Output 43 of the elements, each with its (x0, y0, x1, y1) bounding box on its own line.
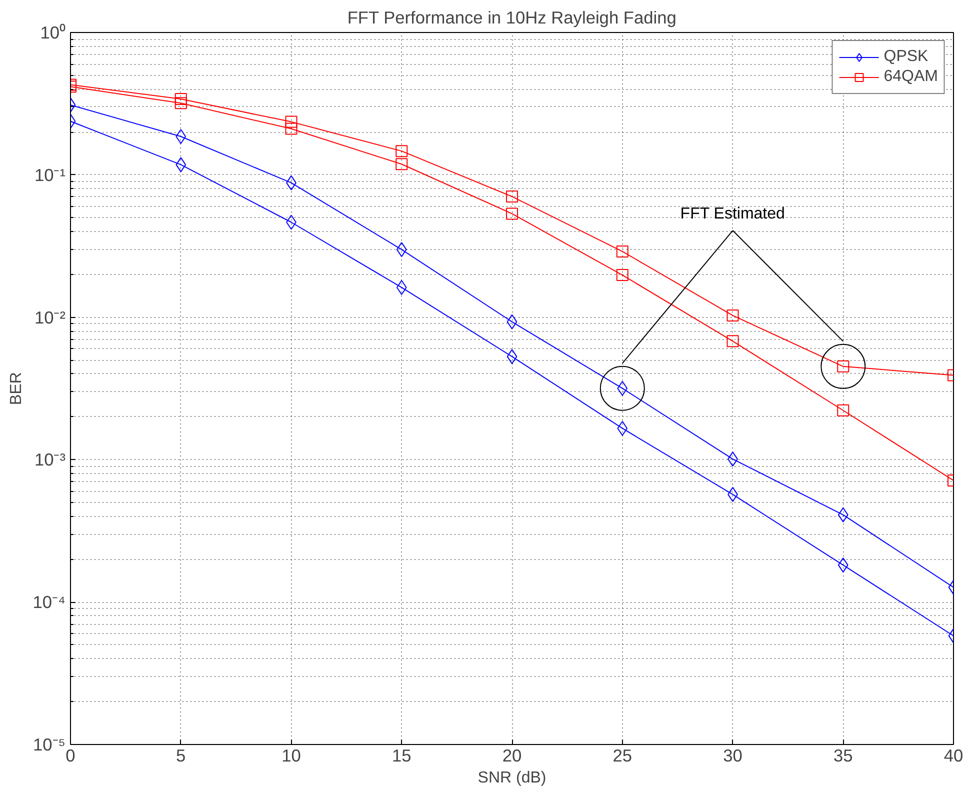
point (396, 242, 407, 258)
y-tick-label: 10⁻² (34, 307, 66, 328)
x-tick-label: 0 (66, 746, 76, 766)
point (838, 558, 848, 573)
y-tick-label: 10⁰ (40, 22, 66, 42)
annotation: FFT Estimated (680, 206, 785, 223)
y-tick-label: 10⁻⁵ (33, 734, 66, 754)
point (506, 208, 518, 220)
point (506, 314, 518, 330)
x-tick-label: 25 (612, 746, 632, 766)
point (726, 335, 739, 348)
point (726, 309, 739, 322)
point (616, 245, 628, 258)
x-axis-title: SNR (dB) (478, 770, 546, 786)
point (176, 157, 186, 172)
point (837, 404, 850, 416)
point (506, 190, 518, 203)
point (616, 269, 628, 282)
y-tick-label: 10⁻³ (34, 450, 66, 470)
point (285, 116, 298, 128)
x-tick-label: 35 (833, 746, 853, 766)
chart-title: FFT Performance in 10Hz Rayleigh Fading (347, 8, 676, 28)
point (396, 158, 408, 170)
y-axis-title: BER (8, 372, 25, 405)
point (506, 349, 518, 364)
x-tick-label: 10 (282, 746, 301, 766)
legend-label: QPSK (884, 48, 928, 66)
point (396, 280, 407, 295)
x-tick-label: 40 (944, 746, 964, 766)
point (176, 129, 186, 144)
y-tick-label: 10⁻¹ (34, 164, 66, 185)
x-tick-label: 15 (392, 746, 412, 766)
point (838, 507, 848, 522)
x-tick-label: 5 (176, 746, 186, 766)
y-tick-label: 10⁻⁴ (32, 592, 66, 612)
x-tick-label: 30 (723, 746, 742, 766)
point (396, 145, 408, 158)
x-tick-label: 20 (502, 746, 522, 766)
point (174, 97, 187, 110)
point (174, 93, 187, 106)
point (285, 122, 298, 135)
point (617, 420, 628, 436)
legend-label: 64QAM (884, 68, 938, 86)
